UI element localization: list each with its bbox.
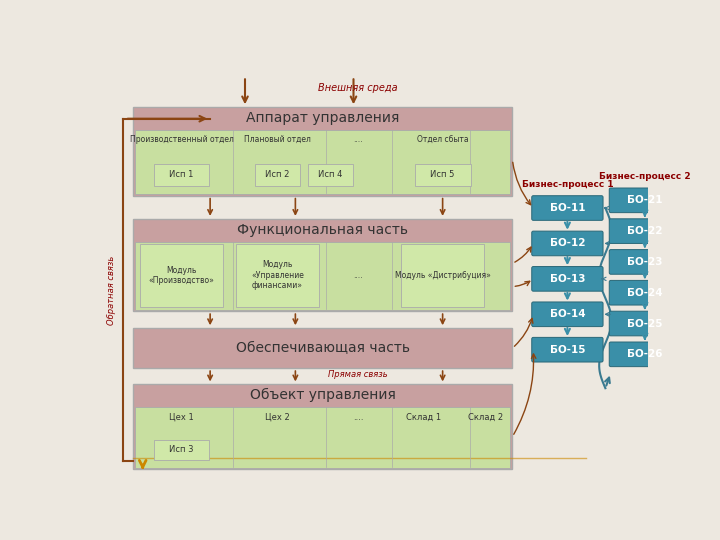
Text: ....: ....: [354, 271, 363, 280]
FancyBboxPatch shape: [609, 280, 680, 305]
Text: Бизнес-процесс 1: Бизнес-процесс 1: [521, 180, 613, 188]
Text: Отдел сбыта: Отдел сбыта: [417, 135, 469, 144]
Text: Модуль
«Производство»: Модуль «Производство»: [148, 266, 215, 285]
Text: Исп 4: Исп 4: [318, 171, 343, 179]
FancyBboxPatch shape: [609, 342, 680, 367]
FancyBboxPatch shape: [609, 219, 680, 244]
Text: Бизнес-процесс 2: Бизнес-процесс 2: [599, 172, 690, 181]
FancyBboxPatch shape: [532, 267, 603, 291]
FancyBboxPatch shape: [609, 249, 680, 274]
Text: БО-12: БО-12: [549, 239, 585, 248]
FancyBboxPatch shape: [609, 188, 680, 213]
Text: Цех 1: Цех 1: [169, 413, 194, 422]
FancyBboxPatch shape: [532, 302, 603, 327]
FancyBboxPatch shape: [135, 242, 510, 309]
Text: БО-21: БО-21: [627, 195, 662, 205]
Text: ....: ....: [354, 135, 363, 144]
FancyBboxPatch shape: [415, 164, 471, 186]
FancyBboxPatch shape: [307, 164, 353, 186]
FancyBboxPatch shape: [153, 164, 210, 186]
Text: БО-15: БО-15: [549, 345, 585, 355]
FancyBboxPatch shape: [135, 408, 510, 468]
FancyBboxPatch shape: [532, 231, 603, 256]
Text: Модуль
«Управление
финансами»: Модуль «Управление финансами»: [251, 260, 304, 291]
FancyBboxPatch shape: [401, 244, 485, 307]
FancyBboxPatch shape: [132, 328, 513, 368]
Text: Функциональная часть: Функциональная часть: [237, 222, 408, 237]
FancyBboxPatch shape: [132, 384, 513, 469]
FancyBboxPatch shape: [132, 219, 513, 311]
FancyBboxPatch shape: [235, 244, 320, 307]
Text: Цех 2: Цех 2: [265, 413, 290, 422]
Text: БО-11: БО-11: [549, 203, 585, 213]
FancyBboxPatch shape: [255, 164, 300, 186]
Text: БО-14: БО-14: [549, 309, 585, 319]
Text: Объект управления: Объект управления: [250, 388, 395, 402]
Text: БО-22: БО-22: [627, 226, 662, 236]
Text: Склад 2: Склад 2: [468, 413, 503, 422]
Text: Обеспечивающая часть: Обеспечивающая часть: [235, 341, 410, 355]
FancyBboxPatch shape: [140, 244, 223, 307]
Text: Исп 1: Исп 1: [169, 171, 194, 179]
Text: Склад 1: Склад 1: [405, 413, 441, 422]
Text: БО-25: БО-25: [627, 319, 662, 328]
Text: ....: ....: [353, 413, 364, 422]
Text: Аппарат управления: Аппарат управления: [246, 111, 399, 125]
Text: Исп 2: Исп 2: [266, 171, 289, 179]
Text: БО-13: БО-13: [549, 274, 585, 284]
FancyBboxPatch shape: [135, 130, 510, 194]
Text: Производственный отдел: Производственный отдел: [130, 135, 233, 144]
FancyBboxPatch shape: [532, 195, 603, 220]
FancyBboxPatch shape: [132, 107, 513, 195]
FancyBboxPatch shape: [532, 338, 603, 362]
Text: Прямая связь: Прямая связь: [328, 370, 387, 379]
Text: Внешняя среда: Внешняя среда: [318, 83, 397, 93]
FancyBboxPatch shape: [153, 440, 210, 460]
Text: Модуль «Дистрибуция»: Модуль «Дистрибуция»: [395, 271, 490, 280]
Text: Исп 3: Исп 3: [169, 446, 194, 454]
FancyBboxPatch shape: [609, 311, 680, 336]
Text: БО-26: БО-26: [627, 349, 662, 359]
Text: БО-24: БО-24: [627, 288, 662, 298]
Text: БО-23: БО-23: [627, 257, 662, 267]
Text: Обратная связь: Обратная связь: [107, 255, 116, 325]
Text: Исп 5: Исп 5: [431, 171, 455, 179]
Text: Плановый отдел: Плановый отдел: [244, 135, 311, 144]
